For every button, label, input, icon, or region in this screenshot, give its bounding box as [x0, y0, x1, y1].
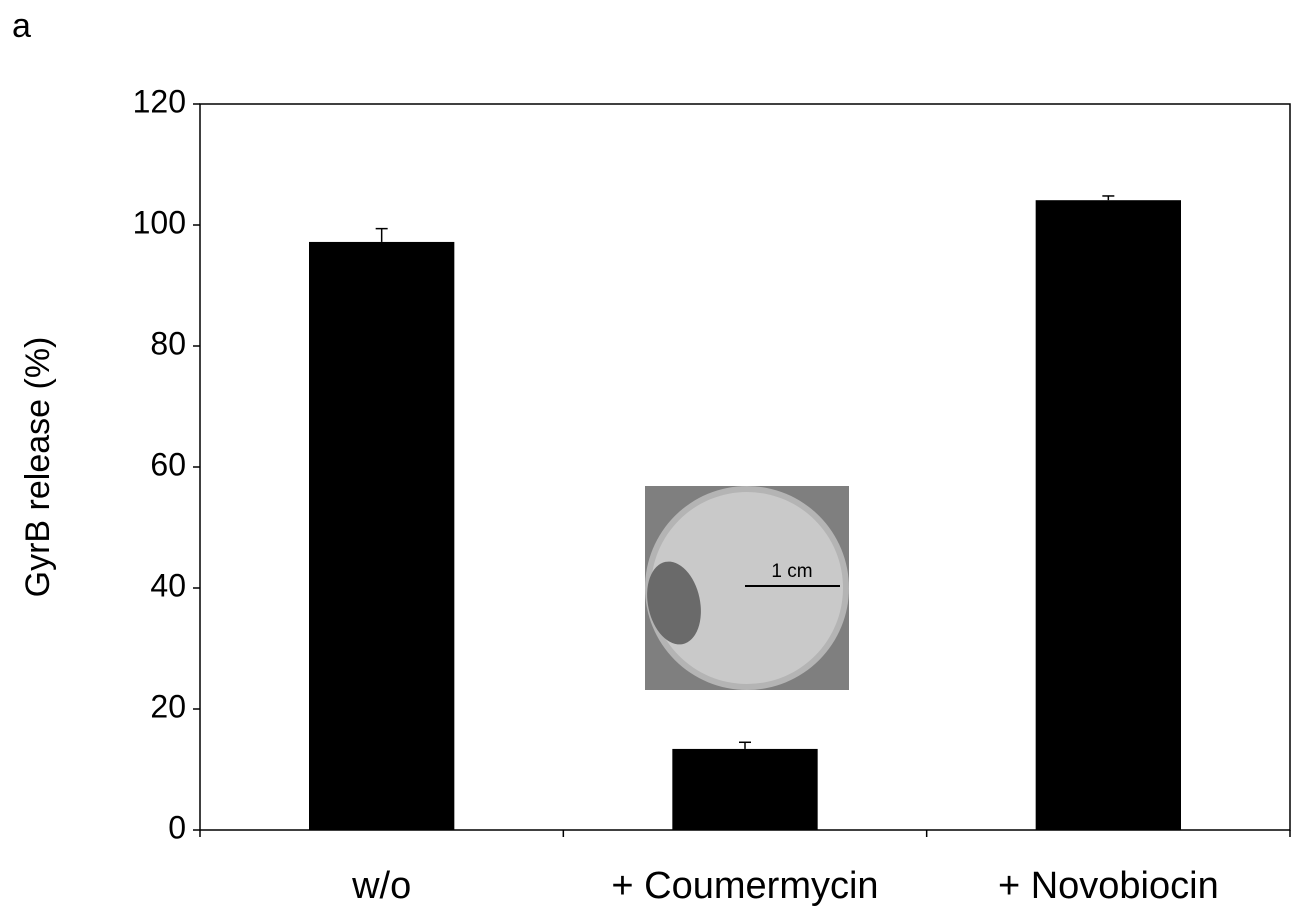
panel-label: a	[12, 7, 31, 45]
bar	[1036, 200, 1181, 830]
bar	[309, 242, 454, 830]
y-tick-label: 20	[150, 688, 186, 724]
scale-label: 1 cm	[771, 561, 812, 582]
y-axis-title: GyrB release (%)	[19, 337, 57, 598]
x-tick-label: w/o	[351, 865, 411, 907]
x-tick-label: + Coumermycin	[611, 865, 878, 907]
y-tick-label: 120	[133, 83, 186, 119]
error-bar	[376, 229, 388, 242]
y-tick-label: 60	[150, 446, 186, 482]
x-tick-label: + Novobiocin	[998, 865, 1219, 907]
y-tick-label: 40	[150, 567, 186, 603]
chart: a GyrB release (%) 1 cm 0 20 40 60 80 100 120 w…	[0, 0, 1315, 915]
error-bar	[739, 742, 751, 749]
inset-image: 1 cm	[640, 486, 849, 690]
y-tick-label: 0	[168, 809, 186, 845]
bar	[672, 749, 817, 830]
y-tick-label: 100	[133, 204, 186, 240]
y-tick-label: 80	[150, 325, 186, 361]
error-bar	[1102, 196, 1114, 200]
